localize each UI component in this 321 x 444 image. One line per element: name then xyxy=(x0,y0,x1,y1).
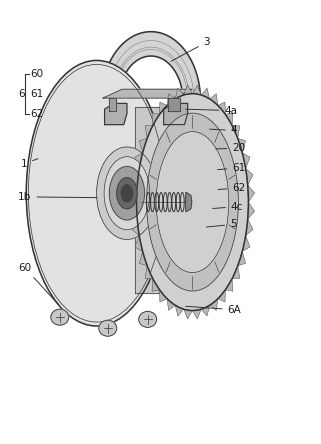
Text: 1: 1 xyxy=(21,159,38,169)
Polygon shape xyxy=(139,139,147,153)
Ellipse shape xyxy=(104,157,150,230)
Text: 6A: 6A xyxy=(186,305,241,315)
Polygon shape xyxy=(160,290,167,302)
Text: 60: 60 xyxy=(30,69,44,79)
Text: 4a: 4a xyxy=(186,106,238,115)
Ellipse shape xyxy=(121,185,133,202)
Polygon shape xyxy=(238,251,246,266)
Polygon shape xyxy=(246,219,253,236)
Polygon shape xyxy=(184,85,193,95)
Polygon shape xyxy=(225,113,233,125)
Polygon shape xyxy=(218,102,225,115)
Ellipse shape xyxy=(99,320,117,336)
Polygon shape xyxy=(218,290,225,302)
Polygon shape xyxy=(130,202,137,219)
Polygon shape xyxy=(132,169,139,185)
Polygon shape xyxy=(184,309,193,319)
Polygon shape xyxy=(232,266,240,279)
Text: 4: 4 xyxy=(210,126,238,135)
Polygon shape xyxy=(185,192,192,212)
Ellipse shape xyxy=(109,166,144,220)
Polygon shape xyxy=(130,185,137,202)
Polygon shape xyxy=(201,305,210,316)
Polygon shape xyxy=(145,266,153,279)
Polygon shape xyxy=(193,85,201,95)
Polygon shape xyxy=(248,185,255,202)
Polygon shape xyxy=(164,103,188,125)
Polygon shape xyxy=(145,125,153,139)
Polygon shape xyxy=(248,202,255,219)
Text: 62: 62 xyxy=(218,183,246,193)
Polygon shape xyxy=(175,88,184,99)
Polygon shape xyxy=(225,279,233,291)
Ellipse shape xyxy=(139,311,157,327)
Polygon shape xyxy=(139,251,147,266)
Polygon shape xyxy=(238,139,246,153)
Polygon shape xyxy=(167,299,175,310)
Polygon shape xyxy=(232,125,240,139)
Polygon shape xyxy=(246,169,253,185)
Text: 62: 62 xyxy=(30,109,44,119)
Polygon shape xyxy=(160,102,167,115)
Polygon shape xyxy=(105,103,127,125)
Polygon shape xyxy=(101,32,200,125)
Polygon shape xyxy=(169,98,180,111)
Polygon shape xyxy=(152,279,160,291)
Polygon shape xyxy=(132,219,139,236)
Polygon shape xyxy=(135,153,143,169)
Text: 5: 5 xyxy=(206,219,237,229)
Polygon shape xyxy=(109,98,116,111)
Text: 4c: 4c xyxy=(213,202,243,212)
Polygon shape xyxy=(193,309,201,319)
Polygon shape xyxy=(210,299,218,310)
Polygon shape xyxy=(152,113,160,125)
Ellipse shape xyxy=(136,94,248,310)
Polygon shape xyxy=(167,94,175,106)
Text: 61: 61 xyxy=(218,163,246,173)
Text: 1b: 1b xyxy=(18,192,97,202)
Text: 3: 3 xyxy=(171,37,210,61)
Ellipse shape xyxy=(147,113,238,291)
Ellipse shape xyxy=(51,309,69,325)
Text: 60: 60 xyxy=(18,263,58,304)
Polygon shape xyxy=(103,89,193,98)
Ellipse shape xyxy=(97,147,157,239)
Polygon shape xyxy=(135,107,186,293)
Ellipse shape xyxy=(117,178,137,209)
Text: 61: 61 xyxy=(30,89,44,99)
Polygon shape xyxy=(201,88,210,99)
Polygon shape xyxy=(135,236,143,251)
Polygon shape xyxy=(242,236,250,251)
Text: 6: 6 xyxy=(19,89,25,99)
Polygon shape xyxy=(242,153,250,169)
Ellipse shape xyxy=(156,131,229,273)
Text: 20: 20 xyxy=(216,143,246,153)
Ellipse shape xyxy=(26,60,167,326)
Polygon shape xyxy=(175,305,184,316)
Polygon shape xyxy=(210,94,218,106)
